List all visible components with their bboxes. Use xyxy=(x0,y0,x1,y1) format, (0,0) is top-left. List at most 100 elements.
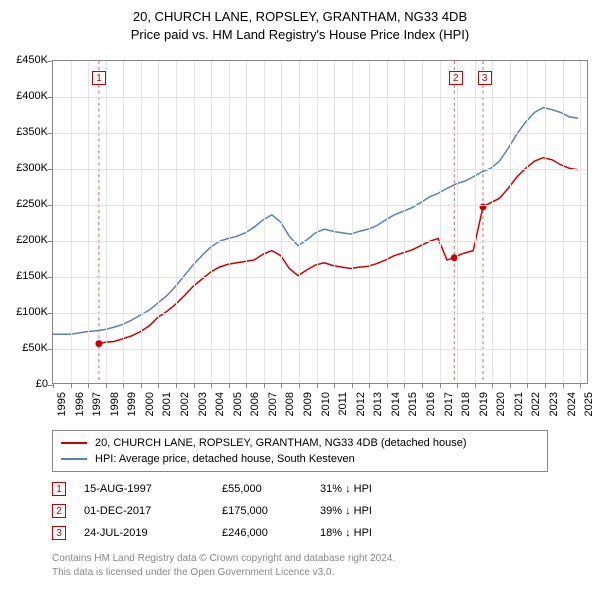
x-gridline xyxy=(563,61,564,383)
sale-diff-3: 18% ↓ HPI xyxy=(320,527,420,539)
y-gridline xyxy=(53,205,587,206)
y-axis-label: £150K xyxy=(8,270,48,282)
title-line-2: Price paid vs. HM Land Registry's House … xyxy=(0,26,600,44)
x-tick xyxy=(492,383,493,388)
y-tick xyxy=(48,61,53,62)
x-gridline xyxy=(457,61,458,383)
sale-callout-3: 3 xyxy=(478,71,492,85)
y-gridline xyxy=(53,241,587,242)
y-gridline xyxy=(53,97,587,98)
sale-date-2: 01-DEC-2017 xyxy=(84,505,204,517)
y-axis-label: £250K xyxy=(8,198,48,210)
y-axis-label: £0 xyxy=(8,378,48,390)
x-tick xyxy=(334,383,335,388)
y-axis-label: £400K xyxy=(8,90,48,102)
legend-swatch-hpi xyxy=(61,458,87,460)
sale-price-3: £246,000 xyxy=(222,527,302,539)
x-tick xyxy=(510,383,511,388)
x-tick xyxy=(563,383,564,388)
x-gridline xyxy=(123,61,124,383)
x-tick xyxy=(369,383,370,388)
x-axis-label: 2025 xyxy=(583,392,600,416)
x-gridline xyxy=(475,61,476,383)
x-gridline xyxy=(334,61,335,383)
x-tick xyxy=(527,383,528,388)
sale-date-1: 15-AUG-1997 xyxy=(84,483,204,495)
y-tick xyxy=(48,313,53,314)
x-tick xyxy=(281,383,282,388)
x-gridline xyxy=(580,61,581,383)
x-tick xyxy=(229,383,230,388)
y-tick xyxy=(48,349,53,350)
footer-line-2: This data is licensed under the Open Gov… xyxy=(52,566,572,580)
x-tick xyxy=(53,383,54,388)
x-tick xyxy=(123,383,124,388)
x-tick xyxy=(404,383,405,388)
x-tick xyxy=(194,383,195,388)
x-tick xyxy=(387,383,388,388)
x-tick xyxy=(457,383,458,388)
y-tick xyxy=(48,169,53,170)
y-tick xyxy=(48,277,53,278)
x-tick xyxy=(106,383,107,388)
legend-label-hpi: HPI: Average price, detached house, Sout… xyxy=(95,453,355,465)
legend-row-price-paid: 20, CHURCH LANE, ROPSLEY, GRANTHAM, NG33… xyxy=(61,435,539,451)
x-tick xyxy=(211,383,212,388)
x-gridline xyxy=(141,61,142,383)
x-tick xyxy=(264,383,265,388)
x-tick xyxy=(71,383,72,388)
sale-price-2: £175,000 xyxy=(222,505,302,517)
y-axis-label: £350K xyxy=(8,126,48,138)
x-tick xyxy=(246,383,247,388)
x-gridline xyxy=(404,61,405,383)
x-tick xyxy=(352,383,353,388)
sale-row-3: 3 24-JUL-2019 £246,000 18% ↓ HPI xyxy=(52,522,572,544)
x-gridline xyxy=(492,61,493,383)
y-gridline xyxy=(53,169,587,170)
sale-idx-2: 2 xyxy=(52,504,66,518)
y-gridline xyxy=(53,133,587,134)
x-gridline xyxy=(246,61,247,383)
y-tick xyxy=(48,205,53,206)
plot-area: 123 xyxy=(52,60,588,384)
x-tick xyxy=(545,383,546,388)
sale-callout-2: 2 xyxy=(449,71,463,85)
x-tick xyxy=(440,383,441,388)
chart-svg xyxy=(53,61,587,383)
footer-line-1: Contains HM Land Registry data © Crown c… xyxy=(52,552,572,566)
x-gridline xyxy=(264,61,265,383)
legend-label-price-paid: 20, CHURCH LANE, ROPSLEY, GRANTHAM, NG33… xyxy=(95,437,467,449)
legend-row-hpi: HPI: Average price, detached house, Sout… xyxy=(61,451,539,467)
sale-diff-2: 39% ↓ HPI xyxy=(320,505,420,517)
y-tick xyxy=(48,133,53,134)
y-axis-label: £50K xyxy=(8,342,48,354)
x-tick xyxy=(475,383,476,388)
x-gridline xyxy=(369,61,370,383)
y-axis-label: £200K xyxy=(8,234,48,246)
legend-swatch-price-paid xyxy=(61,442,87,444)
sales-table: 1 15-AUG-1997 £55,000 31% ↓ HPI 2 01-DEC… xyxy=(52,478,572,544)
x-gridline xyxy=(440,61,441,383)
series-price_paid xyxy=(99,158,578,344)
x-gridline xyxy=(545,61,546,383)
footer: Contains HM Land Registry data © Crown c… xyxy=(52,552,572,579)
x-gridline xyxy=(176,61,177,383)
x-gridline xyxy=(106,61,107,383)
x-gridline xyxy=(352,61,353,383)
sale-row-2: 2 01-DEC-2017 £175,000 39% ↓ HPI xyxy=(52,500,572,522)
x-tick xyxy=(88,383,89,388)
x-tick xyxy=(299,383,300,388)
x-tick xyxy=(158,383,159,388)
x-gridline xyxy=(88,61,89,383)
x-tick xyxy=(580,383,581,388)
x-gridline xyxy=(281,61,282,383)
x-tick xyxy=(422,383,423,388)
sale-date-3: 24-JUL-2019 xyxy=(84,527,204,539)
x-gridline xyxy=(194,61,195,383)
chart-area: 123 £0£50K£100K£150K£200K£250K£300K£350K… xyxy=(8,60,592,420)
x-gridline xyxy=(510,61,511,383)
sale-idx-1: 1 xyxy=(52,482,66,496)
x-gridline xyxy=(299,61,300,383)
x-tick xyxy=(317,383,318,388)
y-axis-label: £450K xyxy=(8,54,48,66)
